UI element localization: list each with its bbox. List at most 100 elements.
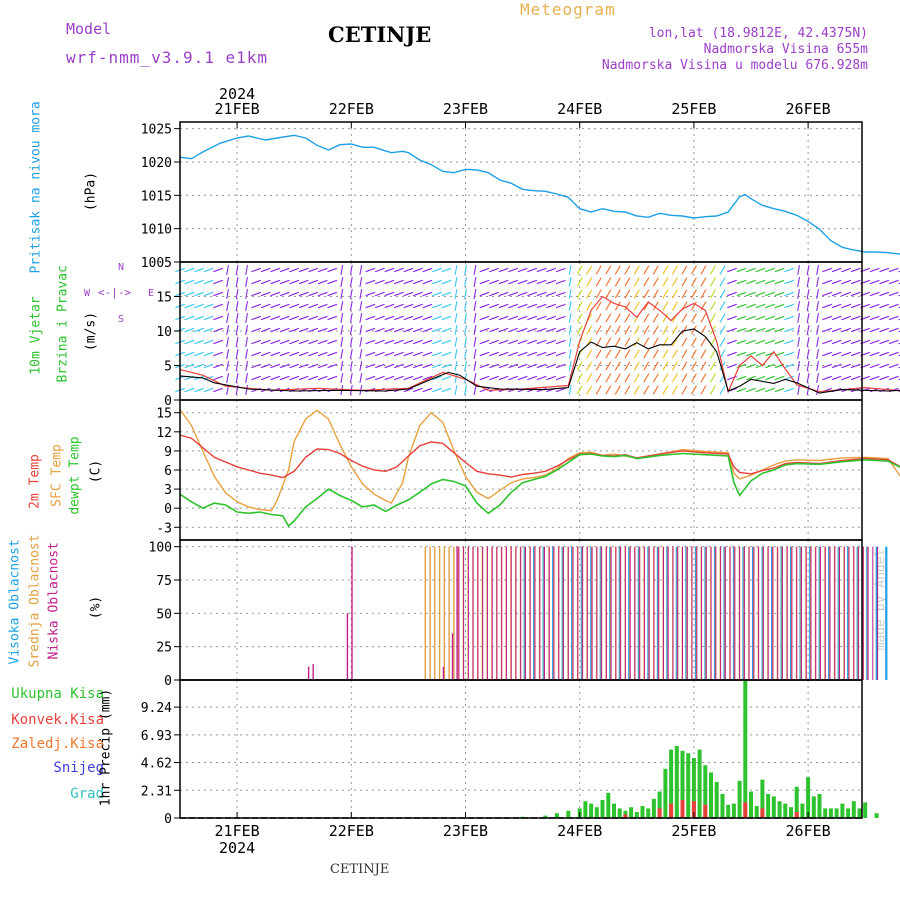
low-cloud-bar <box>739 546 741 680</box>
wind-arrow <box>203 303 214 309</box>
wind-arrow <box>441 363 452 369</box>
wind-arrow <box>375 303 385 309</box>
total-precip-bar <box>766 794 771 818</box>
wind-arrow <box>643 337 650 347</box>
y-tick-label: 9.24 <box>141 701 172 716</box>
mid-cloud-bar <box>453 546 455 680</box>
wind-arrow <box>194 291 204 297</box>
wind-arrow <box>831 303 842 309</box>
wind-arrow <box>213 279 223 285</box>
total-precip-bar <box>743 680 748 818</box>
wind-arrow <box>568 265 572 275</box>
wind-arrow <box>384 315 395 321</box>
y-tick-label: 6 <box>164 464 172 479</box>
low-cloud-bar <box>853 546 855 680</box>
low-cloud-bar <box>663 546 664 680</box>
low-cloud-bar <box>586 546 588 680</box>
wind-arrow <box>850 291 861 297</box>
x-tick-label-bottom: 26FEB <box>786 822 831 840</box>
wind-arrow <box>633 385 640 395</box>
wind-arrow <box>555 351 566 357</box>
wind-arrow <box>384 375 395 381</box>
wind-arrow <box>605 265 612 275</box>
wind-arrow <box>736 291 747 297</box>
wind-arrow <box>517 351 528 357</box>
wind-arrow <box>822 291 832 297</box>
wind-arrow <box>308 315 319 321</box>
low-cloud-bar <box>572 546 574 680</box>
conv-precip-bar <box>669 803 674 818</box>
wind-arrow <box>555 267 566 273</box>
wind-arrow <box>349 277 353 287</box>
wind-arrow <box>605 349 612 359</box>
wind-arrow <box>555 339 566 345</box>
wind-arrow <box>765 279 775 285</box>
wind-arrow <box>624 325 631 335</box>
wind-arrow <box>422 387 433 393</box>
wind-arrow <box>614 277 621 287</box>
wind-arrow <box>888 279 899 285</box>
wind-arrow <box>822 327 832 333</box>
wind-arrow <box>527 327 537 333</box>
wind-arrow <box>317 339 328 345</box>
model-label: Model <box>66 20 112 38</box>
total-precip-bar <box>543 815 548 818</box>
wind-arrow <box>527 339 537 345</box>
wind-arrow <box>340 277 344 287</box>
wind-arrow <box>184 315 195 321</box>
model-name: wrf-nmm_v3.9.1 e1km <box>66 48 269 67</box>
wind-arrow <box>317 303 328 309</box>
wind-arrow <box>624 265 631 275</box>
wind-arrow <box>869 315 880 321</box>
wind-arrow <box>235 289 239 299</box>
wind-arrow <box>879 279 890 285</box>
wind-arrow <box>806 373 810 383</box>
wind-arrow <box>384 267 395 273</box>
wind-arrow <box>508 363 518 369</box>
wind-arrow <box>308 339 319 345</box>
wind-arrow <box>546 267 556 273</box>
wind-arrow <box>327 303 338 309</box>
wind-arrow <box>614 349 621 359</box>
panel-frames <box>174 121 863 819</box>
wind-arrow <box>546 363 556 369</box>
total-precip-bar <box>749 791 753 818</box>
total-precip-bar <box>828 808 833 818</box>
wind-arrow <box>245 361 249 371</box>
wind-arrow <box>517 303 528 309</box>
wind-arrow <box>624 313 631 323</box>
low-cloud-bar <box>482 546 484 680</box>
wind-arrow <box>279 315 290 321</box>
wind-arrow <box>806 385 810 395</box>
low-cloud-bar <box>501 546 503 680</box>
wind-arrow <box>384 351 395 357</box>
wind-arrow <box>473 349 477 359</box>
panel-frame-precip <box>179 679 863 819</box>
wind-arrow <box>349 349 353 359</box>
wind-arrow <box>279 303 290 309</box>
dewpt-line <box>179 452 900 528</box>
wind-arrow <box>479 279 490 285</box>
wind-arrow <box>260 315 271 321</box>
wind-arrow <box>184 291 195 297</box>
low-cloud-bar <box>510 546 512 680</box>
wind-arrow <box>605 337 612 347</box>
wind-arrow <box>546 351 556 357</box>
wind-arrow <box>489 351 499 357</box>
x-tick-label-bottom: 25FEB <box>671 822 716 840</box>
wind-arrow <box>260 375 271 381</box>
wind-arrow <box>289 363 300 369</box>
total-precip-bar <box>703 765 708 818</box>
wind-arrow <box>384 327 395 333</box>
wind-arrow <box>349 337 353 347</box>
low-cloud-bar <box>648 546 650 680</box>
wind-arrow <box>586 301 593 311</box>
wind-arrow <box>797 325 801 335</box>
wind-arrow <box>464 361 467 371</box>
low-cloud-bar <box>877 546 879 680</box>
low-cloud-bar <box>672 546 674 680</box>
wind-arrow <box>517 339 528 345</box>
wind-arrow <box>536 315 547 321</box>
wind-arrow <box>755 339 766 345</box>
wind-arrow <box>652 265 659 275</box>
